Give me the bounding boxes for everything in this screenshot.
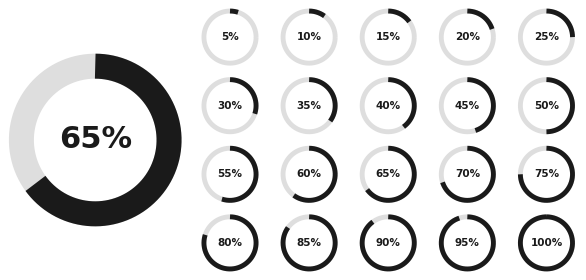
Text: 75%: 75% (534, 169, 559, 179)
Text: 10%: 10% (297, 32, 322, 42)
Text: 30%: 30% (217, 101, 243, 111)
Text: 70%: 70% (455, 169, 480, 179)
Text: 90%: 90% (376, 238, 401, 248)
Text: 40%: 40% (376, 101, 401, 111)
Text: 60%: 60% (297, 169, 322, 179)
Text: 85%: 85% (297, 238, 322, 248)
Text: 5%: 5% (221, 32, 239, 42)
Text: 55%: 55% (217, 169, 243, 179)
Text: 100%: 100% (530, 238, 563, 248)
Text: 65%: 65% (376, 169, 401, 179)
Text: 65%: 65% (59, 125, 132, 155)
Text: 15%: 15% (376, 32, 401, 42)
Text: 20%: 20% (455, 32, 480, 42)
Text: 95%: 95% (455, 238, 480, 248)
Text: 50%: 50% (534, 101, 559, 111)
Text: 80%: 80% (217, 238, 243, 248)
Text: 25%: 25% (534, 32, 559, 42)
Text: 45%: 45% (455, 101, 480, 111)
Text: 35%: 35% (297, 101, 322, 111)
